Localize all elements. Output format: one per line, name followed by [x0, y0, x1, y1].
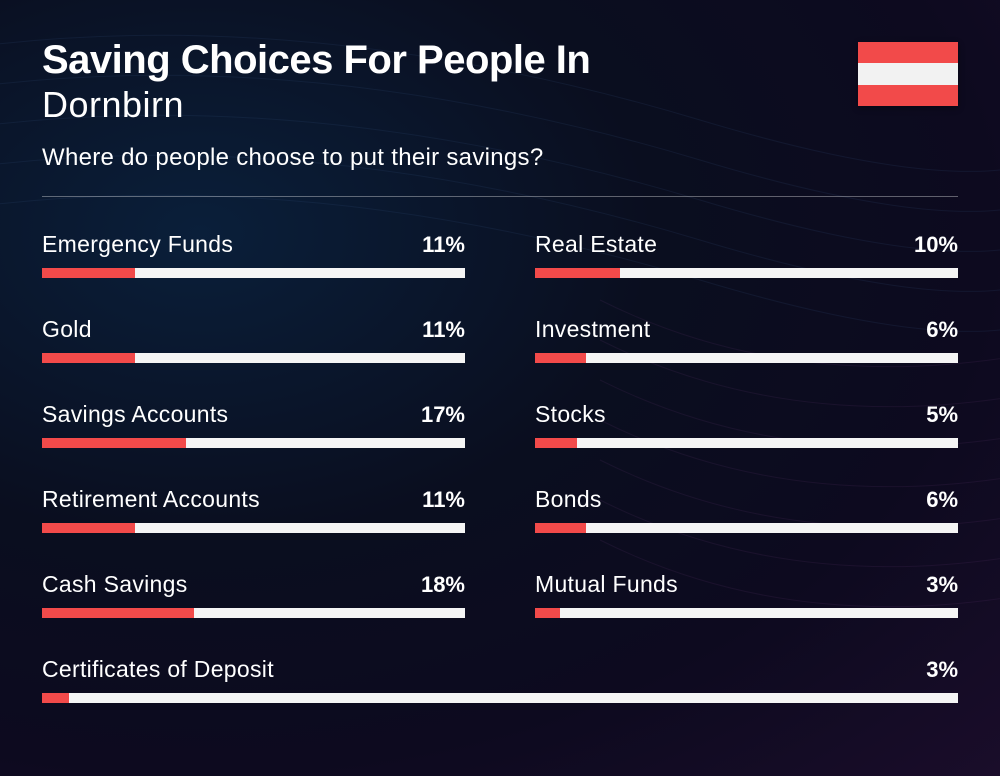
chart-item: Gold 11% — [42, 316, 465, 363]
bar-track — [42, 438, 465, 448]
bar-track — [535, 523, 958, 533]
bar-track — [535, 268, 958, 278]
title-line1: Saving Choices For People In — [42, 38, 858, 82]
chart-item-value: 6% — [926, 317, 958, 343]
bar-track — [42, 523, 465, 533]
chart-grid: Emergency Funds 11% Real Estate 10% Gold 11% I… — [42, 231, 958, 703]
bar-fill — [42, 438, 186, 448]
bar-track — [535, 438, 958, 448]
chart-item: Investment 6% — [535, 316, 958, 363]
chart-item-value: 5% — [926, 402, 958, 428]
chart-item-value: 11% — [422, 232, 465, 258]
chart-item: Mutual Funds 3% — [535, 571, 958, 618]
flag-stripe-0 — [858, 42, 958, 63]
flag-stripe-1 — [858, 63, 958, 84]
bar-fill — [42, 268, 135, 278]
bar-fill — [42, 608, 194, 618]
chart-item: Cash Savings 18% — [42, 571, 465, 618]
chart-item-label: Mutual Funds — [535, 571, 678, 598]
flag-icon — [858, 42, 958, 106]
bar-track — [42, 353, 465, 363]
chart-item-value: 6% — [926, 487, 958, 513]
chart-item: Stocks 5% — [535, 401, 958, 448]
chart-item: Emergency Funds 11% — [42, 231, 465, 278]
bar-fill — [42, 523, 135, 533]
bar-track — [535, 608, 958, 618]
bar-track — [535, 353, 958, 363]
chart-item: Savings Accounts 17% — [42, 401, 465, 448]
chart-item-value: 17% — [421, 402, 465, 428]
divider — [42, 196, 958, 197]
chart-item: Retirement Accounts 11% — [42, 486, 465, 533]
bar-fill — [535, 523, 586, 533]
bar-fill — [42, 693, 69, 703]
chart-item-value: 10% — [914, 232, 958, 258]
flag-stripe-2 — [858, 85, 958, 106]
chart-item-value: 11% — [422, 317, 465, 343]
chart-item-label: Retirement Accounts — [42, 486, 260, 513]
chart-item-label: Investment — [535, 316, 651, 343]
chart-item-value: 18% — [421, 572, 465, 598]
chart-item-label: Real Estate — [535, 231, 657, 258]
title-line2: Dornbirn — [42, 84, 858, 126]
chart-item-label: Savings Accounts — [42, 401, 228, 428]
chart-item-value: 3% — [926, 657, 958, 683]
bar-fill — [535, 438, 577, 448]
bar-fill — [535, 353, 586, 363]
chart-item: Bonds 6% — [535, 486, 958, 533]
chart-item-label: Certificates of Deposit — [42, 656, 274, 683]
chart-item-label: Stocks — [535, 401, 606, 428]
bar-track — [42, 608, 465, 618]
bar-track — [42, 268, 465, 278]
header: Saving Choices For People In Dornbirn Wh… — [42, 38, 958, 172]
chart-item-label: Cash Savings — [42, 571, 188, 598]
chart-item-label: Emergency Funds — [42, 231, 233, 258]
bar-fill — [535, 608, 560, 618]
chart-item: Real Estate 10% — [535, 231, 958, 278]
bar-track — [42, 693, 958, 703]
subtitle: Where do people choose to put their savi… — [42, 144, 858, 172]
bar-fill — [42, 353, 135, 363]
chart-item-value: 3% — [926, 572, 958, 598]
chart-item-label: Bonds — [535, 486, 602, 513]
chart-item: Certificates of Deposit 3% — [42, 656, 958, 703]
chart-item-value: 11% — [422, 487, 465, 513]
chart-item-label: Gold — [42, 316, 92, 343]
bar-fill — [535, 268, 620, 278]
